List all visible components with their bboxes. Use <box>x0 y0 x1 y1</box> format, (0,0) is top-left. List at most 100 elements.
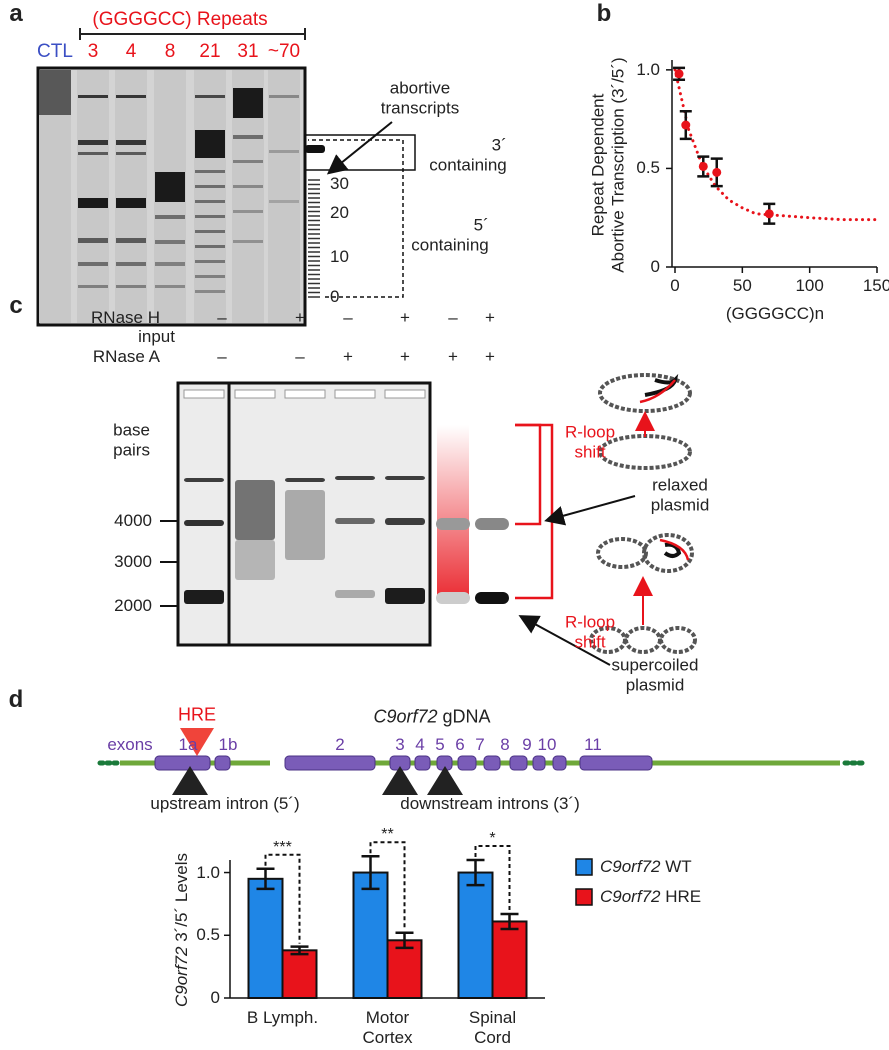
band <box>155 240 185 244</box>
band <box>195 95 225 98</box>
band-schematic <box>436 518 470 530</box>
band <box>285 490 325 560</box>
band <box>233 185 263 188</box>
shift-label: R-loop shift <box>565 422 616 461</box>
significance-bracket <box>264 853 301 944</box>
sign: + <box>400 347 410 367</box>
band-schematic <box>475 592 509 604</box>
band <box>116 238 146 243</box>
lane-label: 31 <box>237 41 259 63</box>
point <box>698 161 708 171</box>
band <box>195 185 225 188</box>
x-tick-label: 50 <box>732 276 752 296</box>
band <box>285 478 325 482</box>
rna <box>659 538 690 561</box>
exon-label: 4 <box>415 735 425 755</box>
exon-label: 2 <box>335 735 345 755</box>
legend-label: C9orf72 HRE <box>600 887 702 907</box>
exons <box>154 755 653 771</box>
rna <box>639 379 676 404</box>
band <box>269 150 299 153</box>
sign: – <box>343 308 353 328</box>
band <box>78 198 108 208</box>
x-tick-label: 150 <box>862 276 889 296</box>
region-box <box>304 134 416 171</box>
exon-label: 11 <box>584 735 602 755</box>
abortive-band <box>305 145 325 153</box>
well <box>234 389 276 399</box>
y-tick-label: 0.5 <box>196 925 220 945</box>
exon-label: 9 <box>522 735 532 755</box>
bar <box>386 939 423 999</box>
smear-schematic <box>437 425 469 600</box>
y-tick-label: 0 <box>210 988 220 1008</box>
plasmid <box>642 533 694 573</box>
ladder-label: 0 <box>330 287 340 307</box>
legend-label: C9orf72 WT <box>600 857 692 877</box>
band <box>78 140 108 145</box>
marker-label: 3000 <box>114 552 152 572</box>
panel-label: b <box>596 0 612 28</box>
band <box>116 198 146 208</box>
exon-label: 7 <box>475 735 485 755</box>
rloop <box>663 542 682 558</box>
lane-label: 8 <box>164 41 176 63</box>
band <box>116 95 146 98</box>
band <box>78 285 108 288</box>
y-tick-label: 0.5 <box>636 158 660 178</box>
band <box>335 476 375 480</box>
band <box>155 215 185 219</box>
band <box>116 140 146 145</box>
band <box>269 200 299 203</box>
lane <box>115 70 147 323</box>
shift-bracket <box>515 423 554 600</box>
gel-bands <box>183 389 426 604</box>
legend-swatch <box>575 858 593 876</box>
plasmid <box>659 626 697 654</box>
x-tick-label: 100 <box>795 276 824 296</box>
ladder-label: 30 <box>330 174 349 194</box>
charts <box>224 60 879 1000</box>
band <box>233 210 263 213</box>
point <box>681 120 691 130</box>
band <box>233 135 263 139</box>
marker-ticks <box>160 520 178 607</box>
smear <box>39 70 71 115</box>
band <box>385 476 425 480</box>
ladder-label: 20 <box>330 203 349 223</box>
shift-bracket <box>515 423 542 526</box>
significance: ** <box>381 826 394 844</box>
bar <box>457 871 494 1000</box>
gel-title: (GGGGCC) Repeats <box>92 9 268 31</box>
band <box>235 480 275 540</box>
x-tick-label: Spinal Cord <box>468 1008 517 1047</box>
ladder-label: 10 <box>330 247 349 267</box>
gene-name: C9orf72 gDNA <box>373 706 491 727</box>
point <box>712 167 722 177</box>
band <box>155 172 185 202</box>
bar <box>491 920 528 999</box>
band <box>233 160 263 163</box>
band <box>195 290 225 293</box>
sign: + <box>485 308 495 328</box>
band <box>78 152 108 155</box>
sign: + <box>400 308 410 328</box>
sign: + <box>343 347 353 367</box>
lane-label: CTL <box>37 41 73 63</box>
significance: * <box>489 829 496 847</box>
band <box>155 262 185 266</box>
plasmid <box>596 537 648 569</box>
exons-label: exons <box>107 735 153 755</box>
fit-line <box>673 68 879 222</box>
sign: – <box>295 347 305 367</box>
shift-label: R-loop shift <box>565 612 616 651</box>
band <box>195 275 225 278</box>
arrow <box>518 615 611 666</box>
band <box>78 262 108 266</box>
band <box>233 240 263 243</box>
lane-label: 4 <box>125 41 137 63</box>
band <box>235 540 275 580</box>
exon-label: 1b <box>218 735 238 755</box>
bar <box>247 877 284 999</box>
exon-label: 3 <box>395 735 405 755</box>
